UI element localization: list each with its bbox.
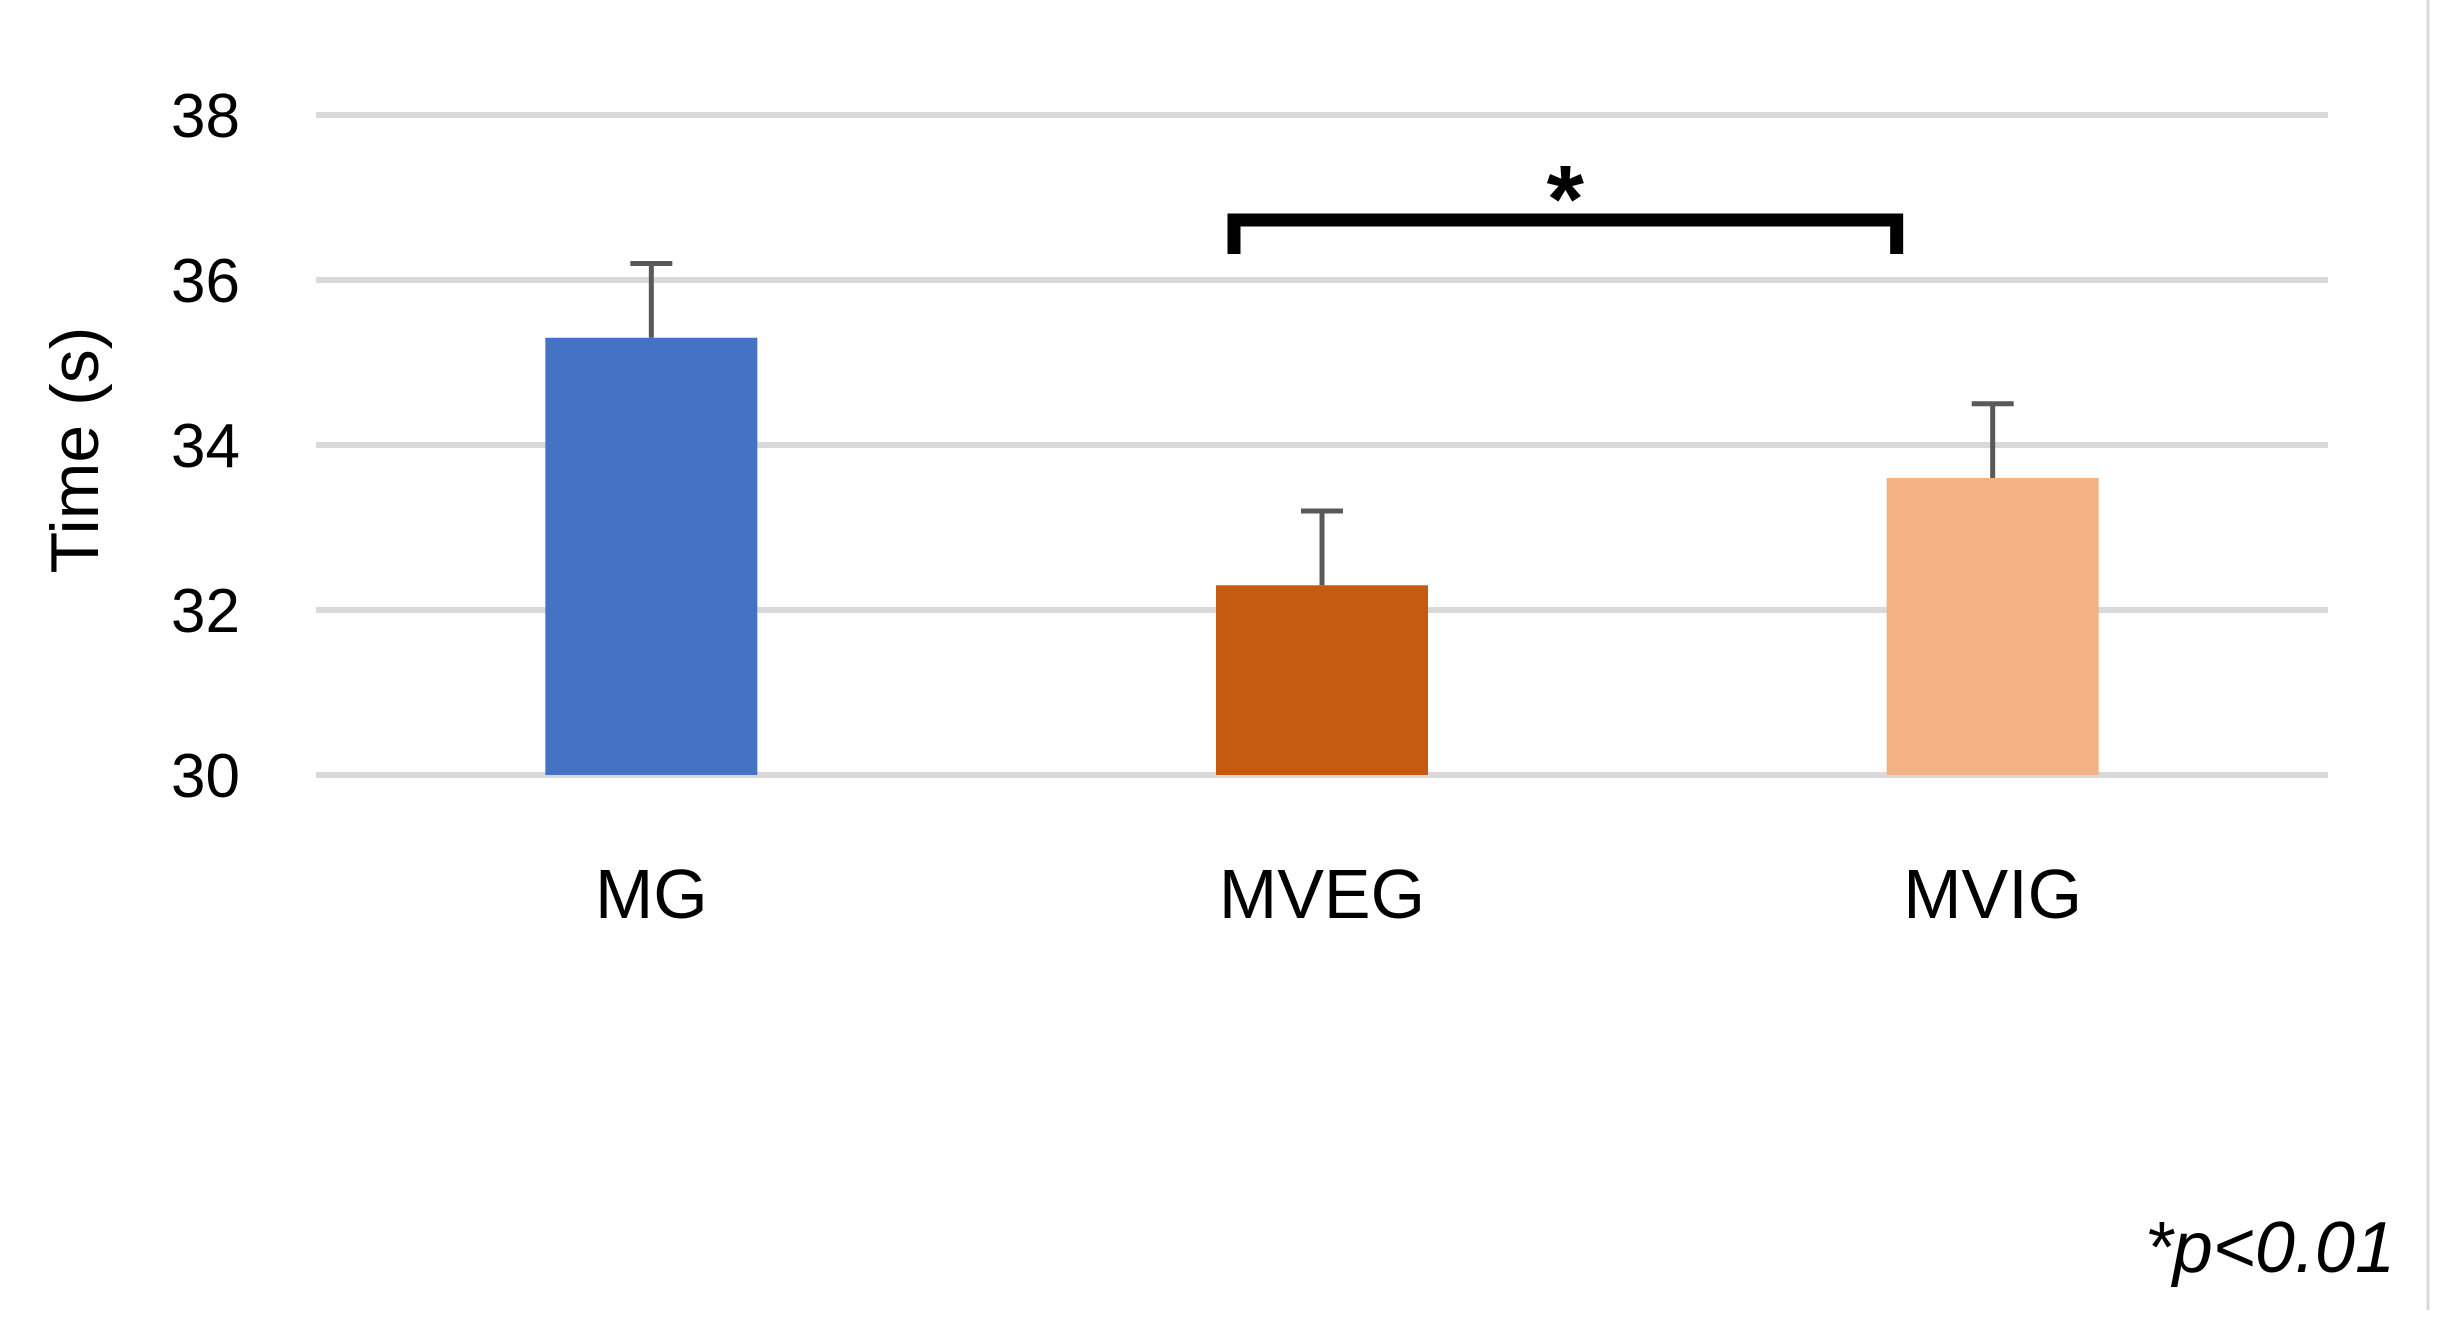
y-axis-ticks: 30 32 34 36 38: [171, 82, 240, 811]
y-tick-label-38: 38: [171, 82, 240, 151]
x-tick-label-mg: MG: [595, 855, 708, 933]
y-tick-label-36: 36: [171, 247, 240, 316]
x-tick-label-mveg: MVEG: [1219, 855, 1425, 933]
error-bars: [630, 261, 2014, 586]
significance-bracket: [1227, 213, 1904, 254]
p-value-footnote: *p<0.01: [2145, 1208, 2395, 1288]
bar-mveg: [1216, 585, 1428, 775]
y-tick-label-30: 30: [171, 742, 240, 811]
bar-mg: [545, 337, 758, 775]
y-tick-label-34: 34: [171, 412, 240, 481]
significance-star: *: [1547, 146, 1585, 253]
x-tick-label-mvig: MVIG: [1903, 855, 2082, 933]
y-tick-label-32: 32: [171, 577, 240, 646]
y-axis-title: Time (s): [37, 327, 113, 574]
bars: [545, 337, 2099, 775]
bar-mvig: [1886, 478, 2099, 775]
x-axis-categories: MG MVEG MVIG: [595, 855, 2082, 933]
